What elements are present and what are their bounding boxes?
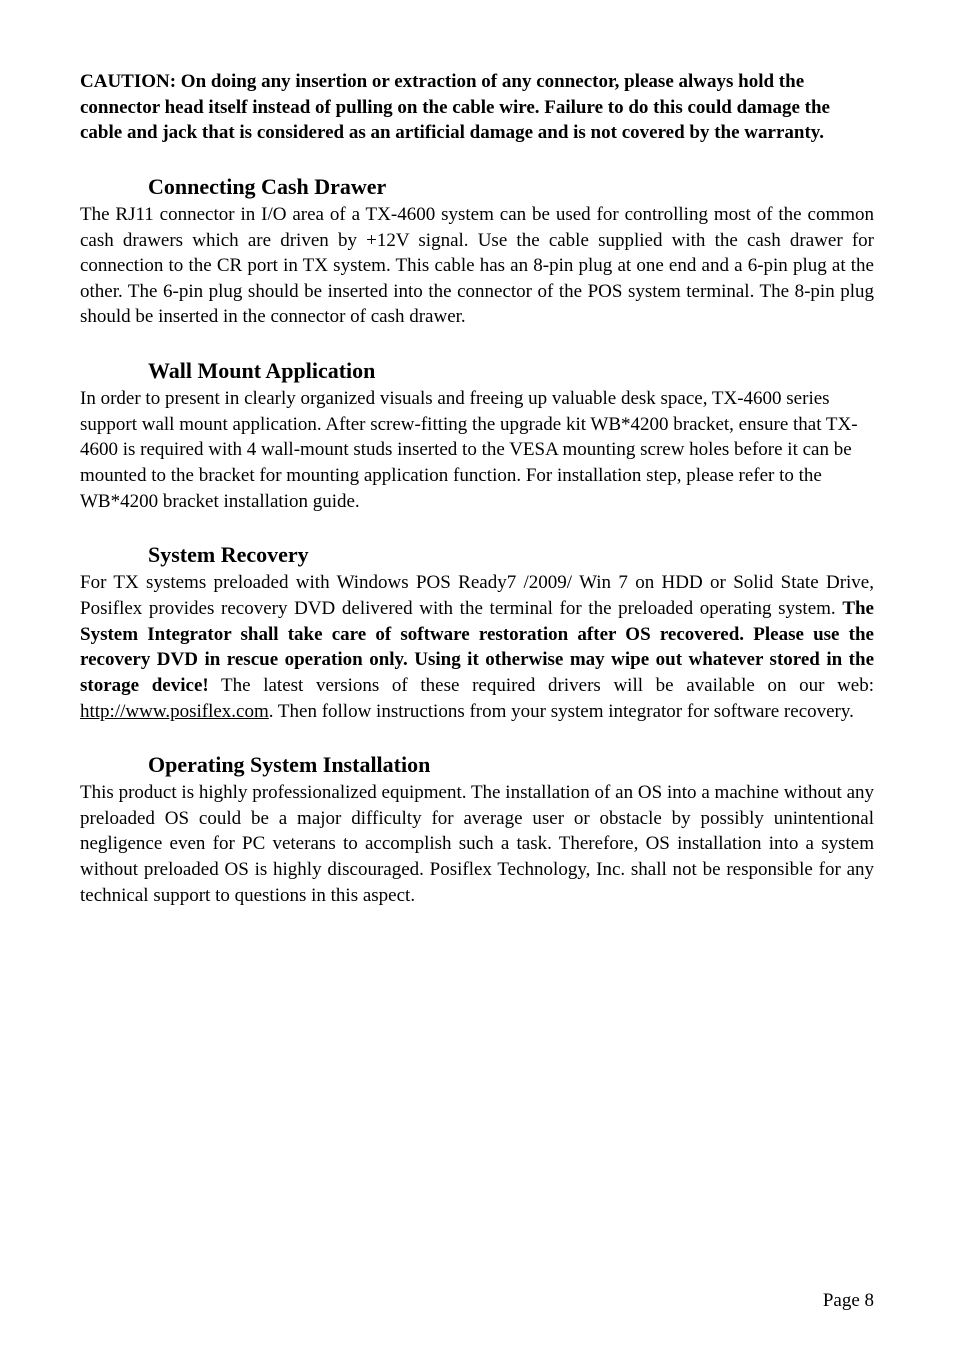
body-os-install: This product is highly professionalized … [80,780,874,908]
body-cash-drawer: The RJ11 connector in I/O area of a TX-4… [80,202,874,330]
body-system-recovery: For TX systems preloaded with Windows PO… [80,570,874,724]
recovery-pre-text: For TX systems preloaded with Windows PO… [80,572,874,619]
heading-os-install: Operating System Installation [80,752,874,778]
body-wall-mount: In order to present in clearly organized… [80,386,874,514]
document-page: CAUTION: On doing any insertion or extra… [0,0,954,1352]
recovery-post-text: . Then follow instructions from your sys… [269,701,854,722]
heading-wall-mount: Wall Mount Application [80,358,874,384]
caution-text: CAUTION: On doing any insertion or extra… [80,69,874,146]
heading-cash-drawer: Connecting Cash Drawer [80,174,874,200]
recovery-mid-text: The latest versions of these required dr… [209,675,874,696]
recovery-link[interactable]: http://www.posiflex.com [80,701,269,722]
heading-system-recovery: System Recovery [80,542,874,568]
page-number: Page 8 [823,1290,874,1312]
